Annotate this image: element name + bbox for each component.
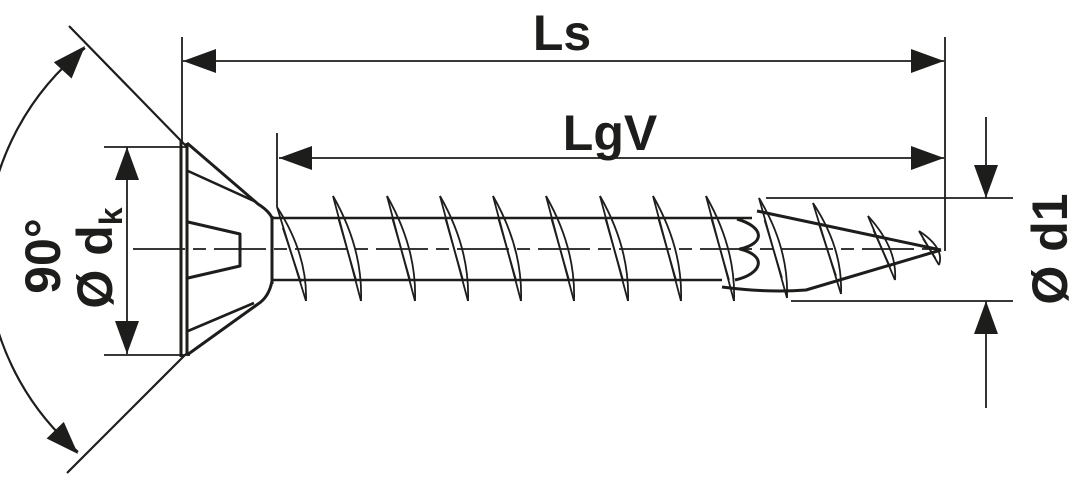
- countersink-inner-bottom-line: [187, 301, 255, 333]
- thread-profile: [386, 195, 416, 302]
- dk-arrow-down: [115, 321, 139, 354]
- thread-profile: [812, 202, 842, 295]
- head-diameter-label-main: Ø d: [67, 225, 123, 308]
- thread-profile: [276, 206, 307, 302]
- thread-profile: [652, 195, 682, 302]
- head-diameter-label-subscript: k: [93, 207, 129, 225]
- head-diameter-label: Ø dk: [67, 207, 129, 308]
- ls-arrow-right: [911, 49, 944, 73]
- drive-recess-profile: [187, 220, 242, 280]
- thread-profile: [492, 195, 522, 302]
- dimension-lgv: LgV: [276, 105, 944, 207]
- tip-cone-bottom-line: [721, 248, 942, 293]
- d1-arrow-down: [974, 165, 998, 198]
- head-cone-top-line: [186, 141, 274, 219]
- thread-profile: [332, 195, 362, 302]
- dimension-head-angle: 90°: [0, 25, 188, 474]
- thread-diameter-label: Ø d1: [1022, 193, 1078, 304]
- screw-threads: [276, 195, 941, 302]
- dimension-thread-diameter: Ø d1: [766, 117, 1078, 408]
- angle-arc-arrow-bottom: [46, 421, 78, 454]
- thread-profile: [545, 195, 575, 302]
- lgv-label: LgV: [563, 105, 658, 161]
- dk-arrow-up: [115, 147, 139, 180]
- thread-profile: [705, 195, 735, 302]
- thread-profile: [758, 197, 788, 299]
- ls-label: Ls: [533, 5, 591, 61]
- thread-profile: [867, 215, 897, 281]
- angle-arc-arrow-top: [53, 46, 85, 79]
- dimension-head-diameter: Ø dk: [67, 146, 190, 356]
- thread-profile: [918, 230, 941, 266]
- head-cone-bottom-line: [186, 280, 274, 357]
- thread-profile: [599, 195, 629, 302]
- ls-arrow-left: [183, 49, 216, 73]
- screw-tip: [721, 209, 942, 293]
- angle-arc: [0, 47, 86, 453]
- lgv-arrow-left: [279, 146, 312, 170]
- dimension-ls: Ls: [181, 5, 946, 251]
- head-angle-label: 90°: [15, 218, 71, 294]
- tip-cone-top-line: [756, 209, 942, 252]
- d1-arrow-up: [974, 301, 998, 334]
- countersink-inner-top-line: [187, 169, 255, 203]
- lgv-arrow-right: [911, 146, 944, 170]
- screw-head: [179, 141, 274, 357]
- thread-profile: [439, 195, 469, 302]
- cone-extension-line-bottom: [66, 352, 188, 474]
- cone-extension-line-top: [68, 25, 188, 148]
- screw-shank: [272, 216, 752, 282]
- thread-runout-curl: [734, 217, 760, 282]
